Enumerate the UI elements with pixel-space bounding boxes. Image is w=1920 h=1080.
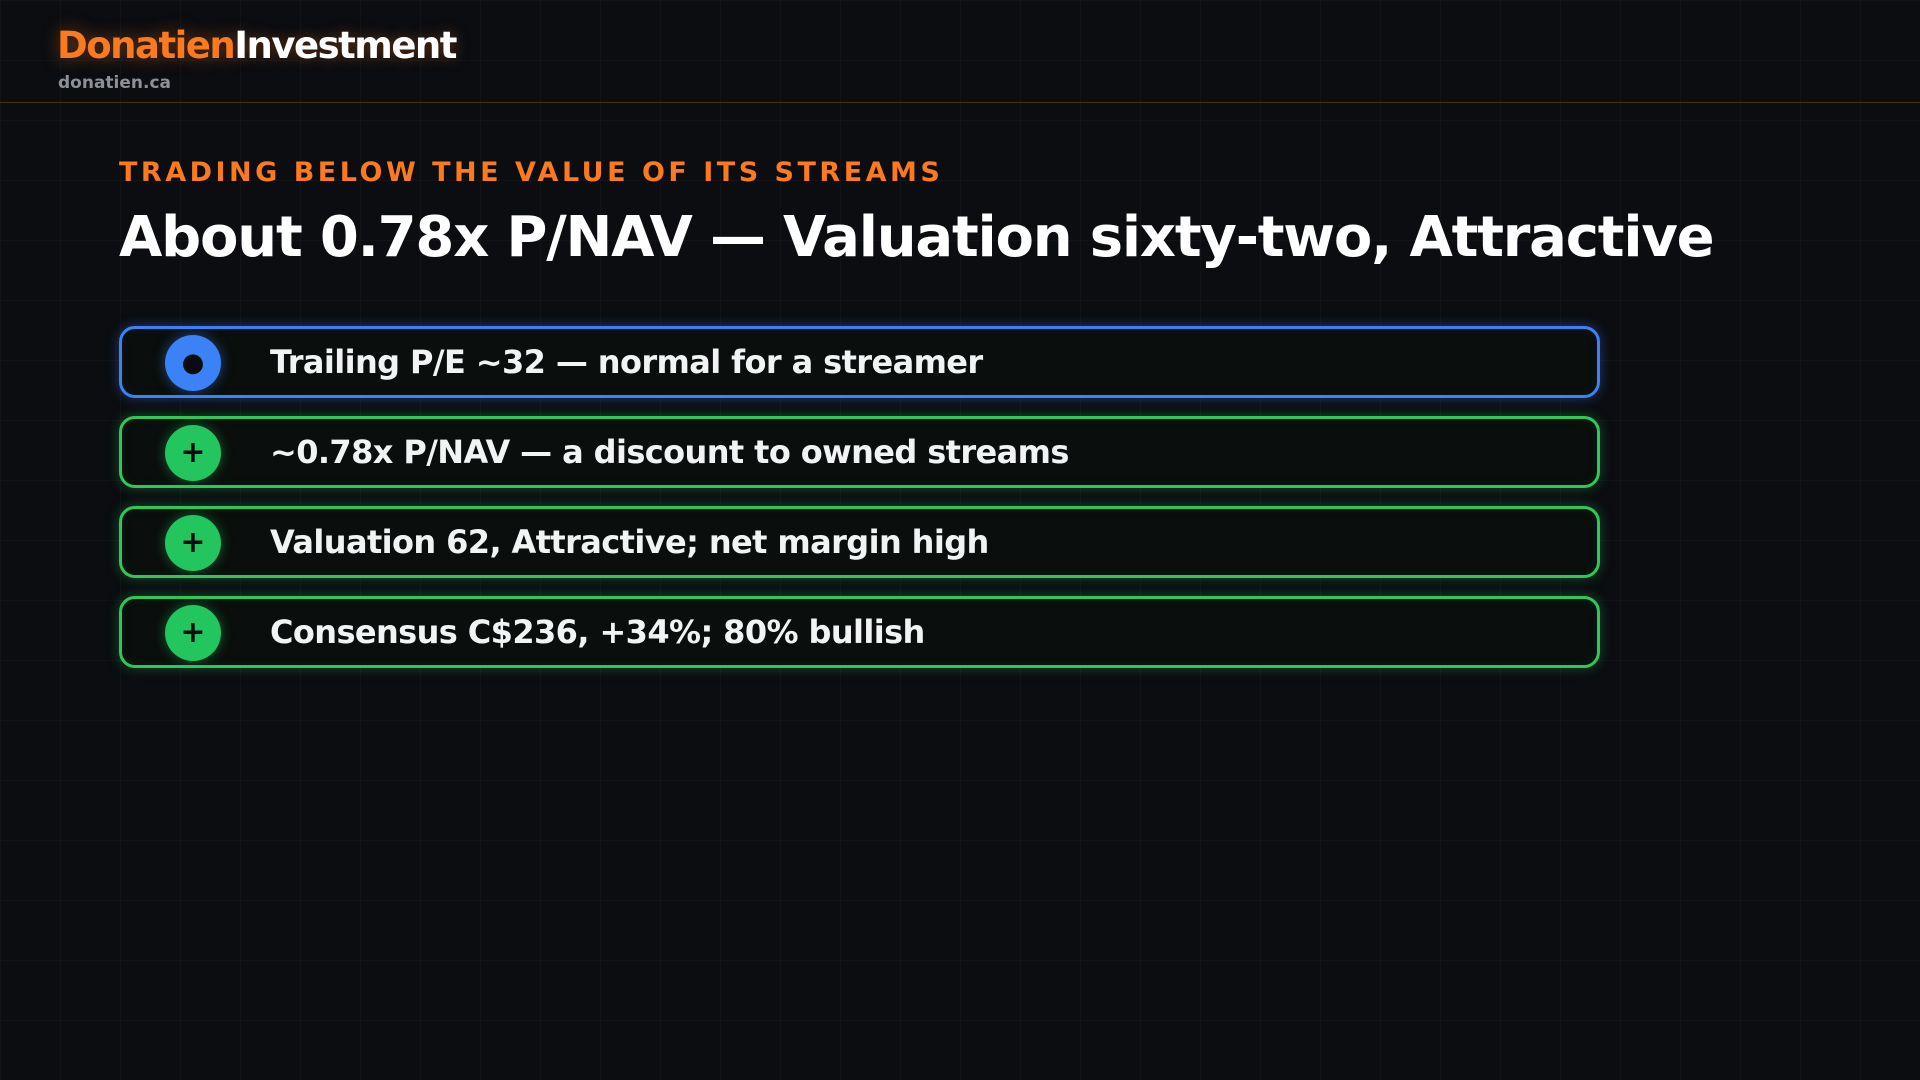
- point-card-pe: ● Trailing P/E ~32 — normal for a stream…: [119, 326, 1600, 398]
- brand-name-first: Donatien: [57, 24, 236, 67]
- brand-name-second: Investment: [234, 24, 457, 67]
- dot-icon: ●: [165, 335, 221, 391]
- point-text: Trailing P/E ~32 — normal for a streamer: [270, 343, 983, 381]
- point-card-consensus: + Consensus C$236, +34%; 80% bullish: [119, 596, 1600, 668]
- point-card-pnav: + ~0.78x P/NAV — a discount to owned str…: [119, 416, 1600, 488]
- point-card-valuation: + Valuation 62, Attractive; net margin h…: [119, 506, 1600, 578]
- plus-icon: +: [165, 605, 221, 661]
- plus-icon: +: [165, 515, 221, 571]
- point-text: ~0.78x P/NAV — a discount to owned strea…: [270, 433, 1069, 471]
- header: DonatienInvestment donatien.ca: [0, 0, 1920, 103]
- point-list: ● Trailing P/E ~32 — normal for a stream…: [119, 326, 1600, 686]
- point-text: Valuation 62, Attractive; net margin hig…: [270, 523, 989, 561]
- brand-domain: donatien.ca: [58, 73, 172, 93]
- point-text: Consensus C$236, +34%; 80% bullish: [270, 613, 925, 651]
- slide-kicker: TRADING BELOW THE VALUE OF ITS STREAMS: [119, 157, 944, 188]
- slide-title: About 0.78x P/NAV — Valuation sixty-two,…: [119, 205, 1715, 270]
- plus-icon: +: [165, 425, 221, 481]
- brand-logo[interactable]: DonatienInvestment: [57, 20, 457, 72]
